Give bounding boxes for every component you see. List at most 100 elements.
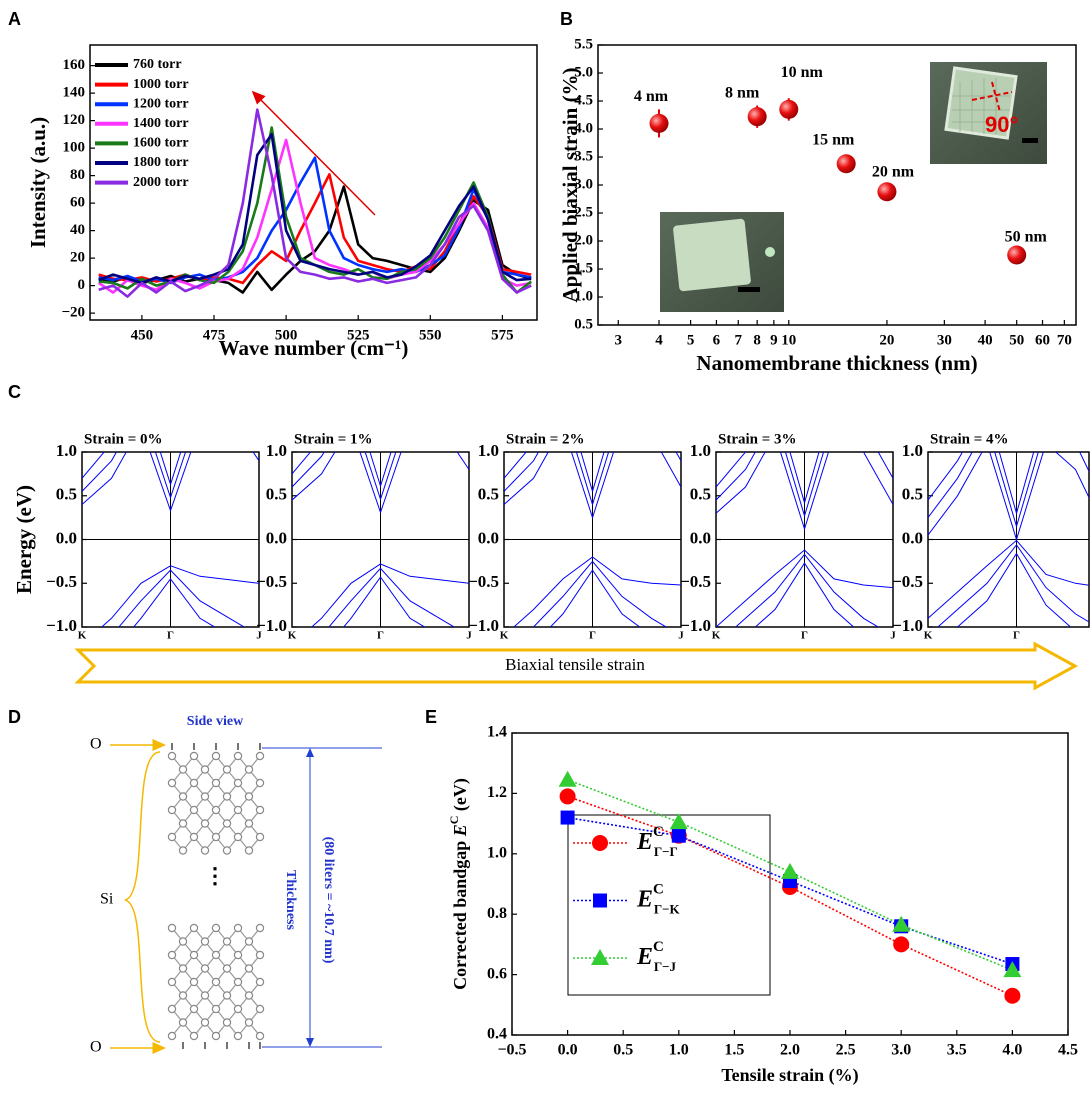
angle-lines <box>971 81 1013 113</box>
y-tick-label: −1.0 <box>892 616 923 635</box>
x-tick-label: 3 <box>615 332 623 348</box>
y-axis-label: Applied biaxial strain (%) <box>558 67 582 302</box>
atom <box>255 923 265 933</box>
band-line <box>937 543 1089 627</box>
x-axis-label: Nanomembrane thickness (nm) <box>696 351 977 375</box>
y-tick-label: −1.0 <box>46 616 77 635</box>
y-tick-label: 40 <box>70 222 85 238</box>
point-label: 15 nm <box>812 131 855 148</box>
legend-superscript: C <box>653 939 664 955</box>
legend-name: Γ−K <box>654 901 681 916</box>
atom <box>178 964 188 973</box>
x-tick-label: Γ <box>377 630 384 642</box>
atom <box>233 977 243 987</box>
point <box>877 182 897 202</box>
atom <box>233 923 243 933</box>
band-line <box>513 556 681 627</box>
band-line <box>504 452 605 494</box>
atom <box>200 991 210 1000</box>
panel-label: E <box>425 707 437 727</box>
brace <box>124 751 161 1043</box>
band-line <box>716 549 893 627</box>
x-tick-label: J <box>890 630 896 642</box>
x-tick-label: 40 <box>978 332 993 348</box>
y-tick-label: 0.0 <box>266 528 287 547</box>
band-line <box>716 452 893 505</box>
y-tick-label: −0.5 <box>892 572 923 591</box>
atom <box>167 1031 177 1041</box>
x-tick-label: Γ <box>589 630 596 642</box>
atom <box>167 977 177 987</box>
x-tick-label: 10 <box>781 332 796 348</box>
band-line <box>716 452 893 531</box>
x-tick-label: K <box>288 630 297 642</box>
legend-name: Γ−Γ <box>654 844 678 859</box>
y-tick-label: −0.5 <box>680 572 711 591</box>
y-tick-label: 20 <box>70 250 85 266</box>
plot-area <box>928 452 1089 627</box>
y-tick-label: 0.5 <box>56 485 77 504</box>
band-line <box>100 565 259 627</box>
atom <box>222 937 232 946</box>
x-tick-label: 475 <box>203 327 226 343</box>
chart-title: Strain = 2% <box>506 431 585 447</box>
surface-label: O <box>90 736 102 753</box>
atom <box>167 950 177 960</box>
thickness-note: (80 liters = ~10.7 nm) <box>321 837 336 964</box>
y-tick-label: 2.5 <box>574 204 593 220</box>
chart-title: Strain = 0% <box>84 431 163 447</box>
legend-label: 1600 torr <box>133 136 189 151</box>
atom <box>167 751 177 761</box>
atom <box>211 805 221 815</box>
band-line <box>292 452 397 501</box>
y-tick-label: 0.5 <box>266 485 287 504</box>
y-tick-label: 60 <box>70 195 85 211</box>
point <box>892 915 911 932</box>
legend-label: 760 torr <box>133 57 182 72</box>
band-line <box>292 452 469 514</box>
atom <box>233 950 243 960</box>
point-label: 50 nm <box>1005 229 1048 246</box>
x-tick-label: K <box>78 630 87 642</box>
point <box>559 788 576 805</box>
diagram-title: Side view <box>187 714 244 729</box>
legend-label: 2000 torr <box>133 175 189 190</box>
band-line <box>956 552 1072 627</box>
atom <box>178 846 188 855</box>
plot-area <box>292 452 469 627</box>
y-tick-label: 4.0 <box>574 120 593 136</box>
atom <box>178 819 188 828</box>
point <box>592 835 608 851</box>
y-tick-label: 1.0 <box>478 441 499 460</box>
atom <box>178 937 188 946</box>
legend-symbol: E <box>636 886 653 912</box>
y-tick-label: 0.8 <box>487 905 507 922</box>
x-tick-label: 8 <box>753 332 761 348</box>
y-tick-label: 0.0 <box>902 528 923 547</box>
x-tick-label: J <box>678 630 684 642</box>
legend-label: 1200 torr <box>133 96 189 111</box>
series-line <box>98 173 532 285</box>
atom <box>200 846 210 855</box>
y-tick-label: 1.0 <box>574 288 593 304</box>
x-tick-label: 0.0 <box>558 1042 578 1059</box>
y-tick-label: 1.2 <box>487 784 507 801</box>
point <box>593 893 607 908</box>
atom <box>255 832 265 842</box>
y-axis-label: Energy (eV) <box>12 485 36 594</box>
legend-label: EC Γ−K <box>636 882 681 917</box>
strain-arrow <box>74 641 1079 691</box>
x-tick-label: 4.0 <box>1002 1042 1022 1059</box>
atom <box>167 805 177 815</box>
legend-symbol: E <box>636 829 653 855</box>
legend-symbol: E <box>636 944 653 970</box>
y-tick-label: −1.0 <box>468 616 499 635</box>
atom <box>178 765 188 774</box>
atom <box>255 805 265 815</box>
atom <box>211 950 221 960</box>
atom <box>255 977 265 987</box>
x-tick-label: 450 <box>131 327 154 343</box>
atom <box>167 778 177 788</box>
point-label: 4 nm <box>634 88 669 105</box>
x-tick-label: 575 <box>491 327 514 343</box>
